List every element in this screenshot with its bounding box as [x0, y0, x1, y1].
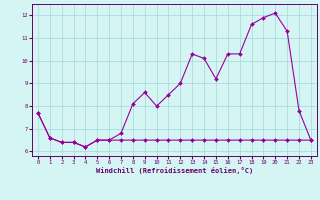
X-axis label: Windchill (Refroidissement éolien,°C): Windchill (Refroidissement éolien,°C) [96, 167, 253, 174]
